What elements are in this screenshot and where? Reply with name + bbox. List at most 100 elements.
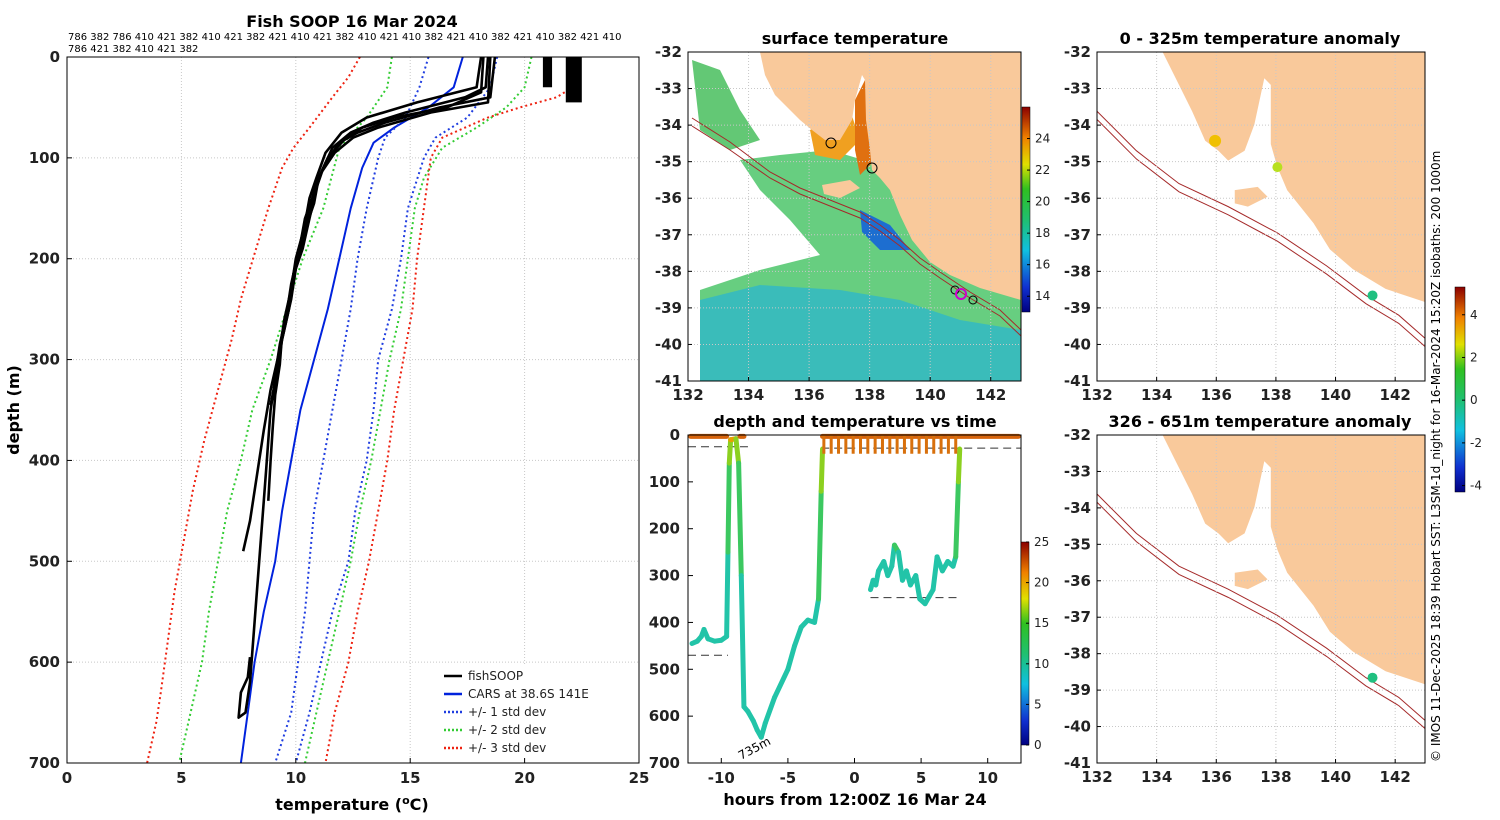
colorbar-tick-label: 24 (1035, 132, 1050, 146)
colorbar-tick-label: 18 (1035, 226, 1050, 240)
profile-plot-frame (66, 56, 640, 764)
map-y-tick-label: -35 (1064, 153, 1091, 171)
profile-y-tick-label: 200 (29, 250, 60, 268)
anom-plot-frame (1096, 434, 1426, 764)
profile-x-tick-label: 0 (62, 769, 72, 787)
profile-lines (146, 56, 582, 764)
depth-time-y-tick-label: 500 (649, 660, 680, 678)
sst-ticks: 132 134 136 138 140 142 -32 -33 -34 -35 -36 -37 -38 -… (655, 43, 1006, 404)
anom-land (1162, 52, 1425, 302)
profile-series--1-std (294, 56, 499, 764)
profile-surface-blob (565, 57, 582, 103)
anom1-map: 132 134 136 138 140 142 -32 -33 -34 -35 -36 -37 -38 -… (1064, 43, 1426, 404)
colorbar-tick-label: 14 (1035, 289, 1050, 303)
profile-ids-line-1: 786 382 786 410 421 382 410 421 382 421 … (68, 32, 621, 43)
sst-colorbar (1021, 106, 1031, 313)
map-x-tick-label: 138 (854, 386, 885, 404)
profile-xlabel: temperature (oC) (275, 794, 428, 814)
profile-y-tick-label: 0 (50, 48, 60, 66)
anom-isobath (1096, 501, 1426, 729)
sst-isobath-1000 (691, 125, 1022, 337)
colorbar-tick-label: 4 (1470, 308, 1478, 322)
depth-time-trace-segment (736, 460, 744, 579)
depth-time-trace-segment (816, 488, 824, 602)
map-y-tick-label: -37 (655, 226, 682, 244)
anom-ticks: 132 134 136 138 140 142 -32 -33 -34 -35 -36 -37 -38 -… (1064, 43, 1411, 404)
depth-time-trace-segment (785, 643, 798, 672)
map-y-tick-label: -40 (1064, 335, 1091, 353)
sst-field-offshore (700, 285, 1021, 381)
sst-track-marker (825, 137, 837, 149)
anomaly-colorbar (1454, 286, 1466, 493)
anom-isobath (1096, 119, 1426, 347)
depth-time-trace-segment (762, 694, 778, 726)
map-x-tick-label: 142 (1380, 386, 1411, 404)
map-x-tick-label: 136 (1201, 386, 1232, 404)
profile-y-tick-label: 100 (29, 149, 60, 167)
sst-island (822, 180, 860, 198)
profile-y-tick-label: 300 (29, 351, 60, 369)
anom-land (1162, 435, 1425, 685)
map-y-tick-label: -32 (1064, 426, 1091, 444)
depth-time-trace-segment (725, 460, 732, 555)
legend-label: +/- 3 std dev (468, 741, 546, 755)
map-y-tick-label: -39 (1064, 299, 1091, 317)
colorbar-tick-label: -4 (1470, 479, 1482, 493)
colorbar-tick-label: 5 (1034, 697, 1042, 711)
map-x-tick-label: 134 (1141, 768, 1172, 786)
profile-series-fishsoop-1 (241, 56, 490, 552)
anom2-map: 132 134 136 138 140 142 -32 -33 -34 -35 -36 -37 -38 -… (1064, 426, 1426, 786)
map-y-tick-label: -36 (1064, 189, 1091, 207)
anomaly-panels: 0 - 325m temperature anomaly 132 134 136 13… (1064, 29, 1482, 786)
anom-island (1234, 186, 1268, 207)
map-x-tick-label: 132 (672, 386, 703, 404)
anom1-title: 0 - 325m temperature anomaly (1120, 29, 1401, 48)
depth-time-trace-segment (818, 446, 826, 494)
map-y-tick-label: -38 (1064, 645, 1091, 663)
map-x-tick-label: 136 (793, 386, 824, 404)
map-y-tick-label: -34 (1064, 499, 1091, 517)
legend-label: +/- 1 std dev (468, 705, 546, 719)
map-y-tick-label: -32 (655, 43, 682, 61)
profile-ylabel: depth (m) (4, 365, 23, 455)
sst-colorbar-ticks: 14 16 18 20 22 24 (1027, 132, 1050, 303)
profile-series--2-std (304, 56, 533, 764)
map-y-tick-label: -41 (655, 372, 682, 390)
depth-time-x-tick-label: 5 (916, 769, 926, 787)
map-y-tick-label: -33 (655, 80, 682, 98)
anom-ticks: 132 134 136 138 140 142 -32 -33 -34 -35 -36 -37 -38 -… (1064, 426, 1411, 786)
depth-time-lines (688, 433, 1021, 740)
map-x-tick-label: 142 (1380, 768, 1411, 786)
map-y-tick-label: -35 (1064, 535, 1091, 553)
map-y-tick-label: -37 (1064, 226, 1091, 244)
sst-title: surface temperature (762, 29, 949, 48)
depth-time-y-tick-label: 600 (649, 707, 680, 725)
profile-series--1-std (274, 56, 430, 764)
map-x-tick-label: 140 (915, 386, 946, 404)
colorbar-tick-label: 16 (1035, 258, 1050, 272)
map-y-tick-label: -33 (1064, 462, 1091, 480)
map-y-tick-label: -40 (655, 335, 682, 353)
depth-time-trace-segment (733, 436, 742, 466)
profile-x-tick-label: 15 (400, 769, 421, 787)
map-x-tick-label: 138 (1260, 386, 1291, 404)
map-y-tick-label: -36 (655, 189, 682, 207)
map-y-tick-label: -40 (1064, 718, 1091, 736)
profile-series-fishsoop-5 (271, 56, 483, 401)
depth-time-trace-segment (913, 573, 923, 602)
sst-isobath-200 (691, 117, 1022, 331)
profile-y-tick-label: 600 (29, 653, 60, 671)
sst-track-marker (968, 295, 978, 305)
map-y-tick-label: -34 (1064, 116, 1091, 134)
profile-y-tick-label: 500 (29, 552, 60, 570)
profile-y-tick-label: 400 (29, 451, 60, 469)
colorbar-tick-label: 10 (1034, 657, 1049, 671)
anom-marker (1209, 134, 1222, 147)
colorbar-tick-label: 0 (1034, 738, 1042, 752)
anom-island (1234, 569, 1268, 590)
map-x-tick-label: 142 (975, 386, 1006, 404)
map-y-tick-label: -37 (1064, 608, 1091, 626)
map-x-tick-label: 138 (1260, 768, 1291, 786)
depth-time-trace-segment (930, 554, 940, 593)
